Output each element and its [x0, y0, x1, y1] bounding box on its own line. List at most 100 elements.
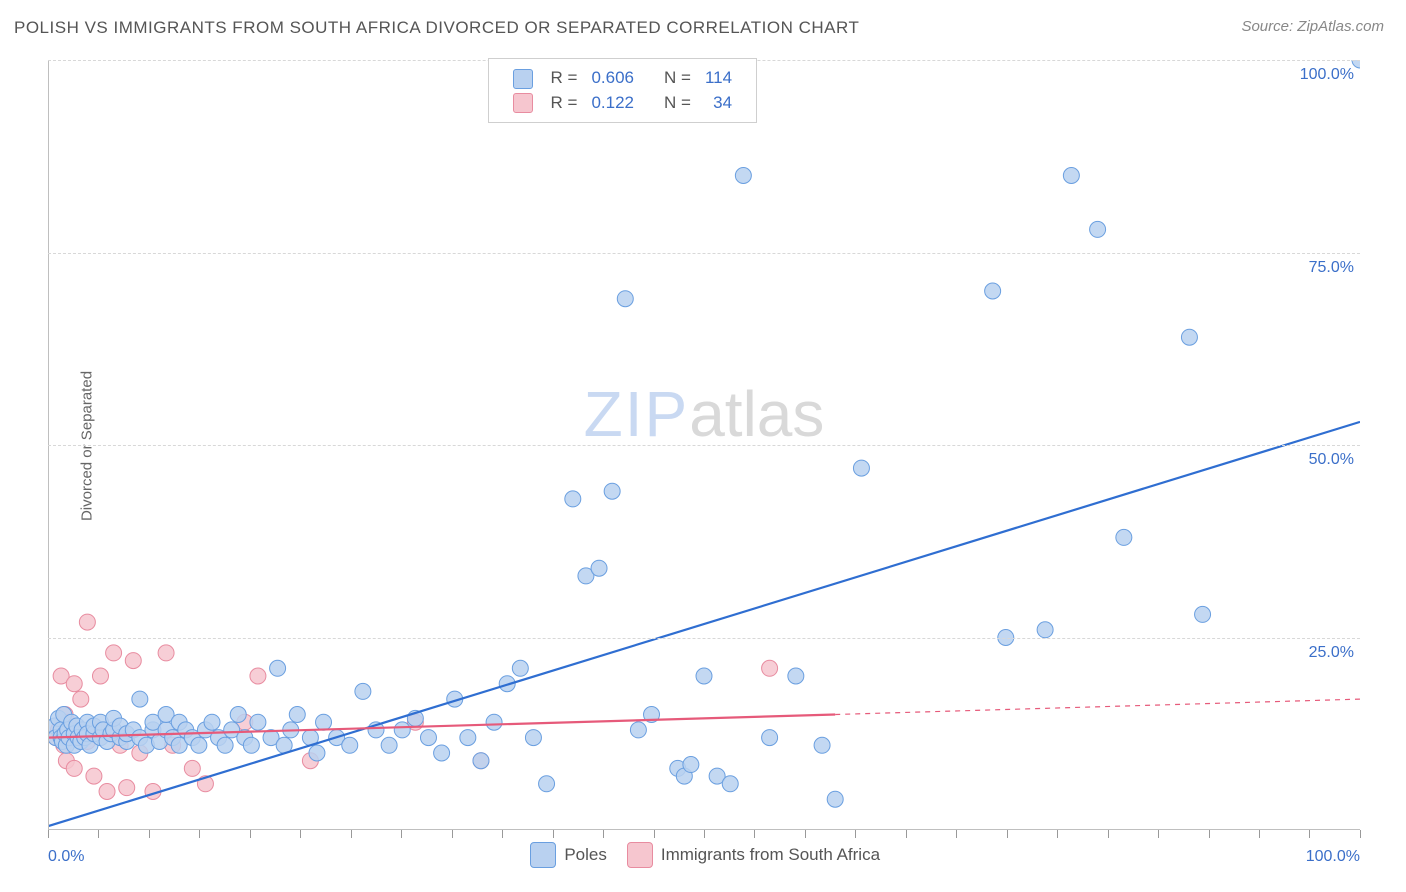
x-tick [704, 830, 705, 838]
data-point [119, 780, 135, 796]
x-tick [300, 830, 301, 838]
y-tick-label: 25.0% [1309, 644, 1354, 662]
data-point [788, 668, 804, 684]
data-point [539, 776, 555, 792]
data-point [66, 676, 82, 692]
r-value: 0.606 [585, 67, 640, 90]
data-point [92, 668, 108, 684]
data-point [525, 730, 541, 746]
gridline [48, 638, 1360, 639]
data-point [460, 730, 476, 746]
x-tick [1309, 830, 1310, 838]
data-point [1195, 606, 1211, 622]
data-point [434, 745, 450, 761]
x-tick [98, 830, 99, 838]
data-point [309, 745, 325, 761]
data-point [420, 730, 436, 746]
data-point [191, 737, 207, 753]
legend-swatch [627, 842, 653, 868]
data-point [73, 691, 89, 707]
data-point [604, 483, 620, 499]
legend-item: Poles [530, 842, 607, 868]
x-tick-label: 100.0% [1306, 848, 1360, 866]
x-tick [553, 830, 554, 838]
x-tick [805, 830, 806, 838]
x-tick-label: 0.0% [48, 848, 84, 866]
legend-label: Poles [564, 845, 607, 865]
data-point [184, 760, 200, 776]
r-label: R = [545, 67, 584, 90]
data-point [486, 714, 502, 730]
data-point [1116, 529, 1132, 545]
x-tick [1057, 830, 1058, 838]
data-point [827, 791, 843, 807]
data-point [630, 722, 646, 738]
stats-row: R =0.606N =114 [507, 67, 739, 90]
legend-item: Immigrants from South Africa [627, 842, 880, 868]
data-point [289, 707, 305, 723]
y-tick-label: 50.0% [1309, 451, 1354, 469]
x-tick [654, 830, 655, 838]
data-point [125, 653, 141, 669]
x-tick [48, 830, 49, 838]
data-point [762, 730, 778, 746]
series-legend: Poles Immigrants from South Africa [520, 842, 890, 873]
x-tick [401, 830, 402, 838]
data-point [565, 491, 581, 507]
data-point [66, 760, 82, 776]
x-tick [855, 830, 856, 838]
data-point [696, 668, 712, 684]
chart-title: POLISH VS IMMIGRANTS FROM SOUTH AFRICA D… [14, 18, 859, 38]
data-point [250, 714, 266, 730]
x-tick [1158, 830, 1159, 838]
y-tick-label: 100.0% [1300, 66, 1354, 84]
data-point [243, 737, 259, 753]
legend-swatch [513, 93, 533, 113]
data-point [217, 737, 233, 753]
y-tick-label: 75.0% [1309, 259, 1354, 277]
x-tick [452, 830, 453, 838]
data-point [985, 283, 1001, 299]
x-tick [149, 830, 150, 838]
data-point [79, 614, 95, 630]
data-point [204, 714, 220, 730]
legend-swatch [513, 69, 533, 89]
data-point [106, 645, 122, 661]
data-point [512, 660, 528, 676]
gridline [48, 445, 1360, 446]
data-point [853, 460, 869, 476]
r-label: R = [545, 92, 584, 115]
data-point [735, 168, 751, 184]
x-tick [502, 830, 503, 838]
x-tick [1360, 830, 1361, 838]
data-point [1037, 622, 1053, 638]
x-tick [1007, 830, 1008, 838]
x-tick [754, 830, 755, 838]
legend-swatch [530, 842, 556, 868]
data-point [86, 768, 102, 784]
data-point [1063, 168, 1079, 184]
data-point [132, 691, 148, 707]
data-point [617, 291, 633, 307]
x-tick [603, 830, 604, 838]
stats-row: R =0.122N =34 [507, 92, 739, 115]
data-point [591, 560, 607, 576]
data-point [355, 683, 371, 699]
data-point [316, 714, 332, 730]
data-point [270, 660, 286, 676]
stats-table: R =0.606N =114R =0.122N =34 [505, 65, 741, 116]
x-tick [956, 830, 957, 838]
x-tick [1259, 830, 1260, 838]
legend-label: Immigrants from South Africa [661, 845, 880, 865]
x-tick [199, 830, 200, 838]
data-point [342, 737, 358, 753]
plot-area: ZIPatlas 25.0%50.0%75.0%100.0%0.0%100.0% [48, 60, 1360, 830]
n-value: 114 [699, 67, 738, 90]
n-value: 34 [699, 92, 738, 115]
chart-container: POLISH VS IMMIGRANTS FROM SOUTH AFRICA D… [0, 0, 1406, 892]
n-label: N = [658, 92, 697, 115]
x-tick [351, 830, 352, 838]
data-point [99, 784, 115, 800]
gridline [48, 253, 1360, 254]
data-point [1181, 329, 1197, 345]
